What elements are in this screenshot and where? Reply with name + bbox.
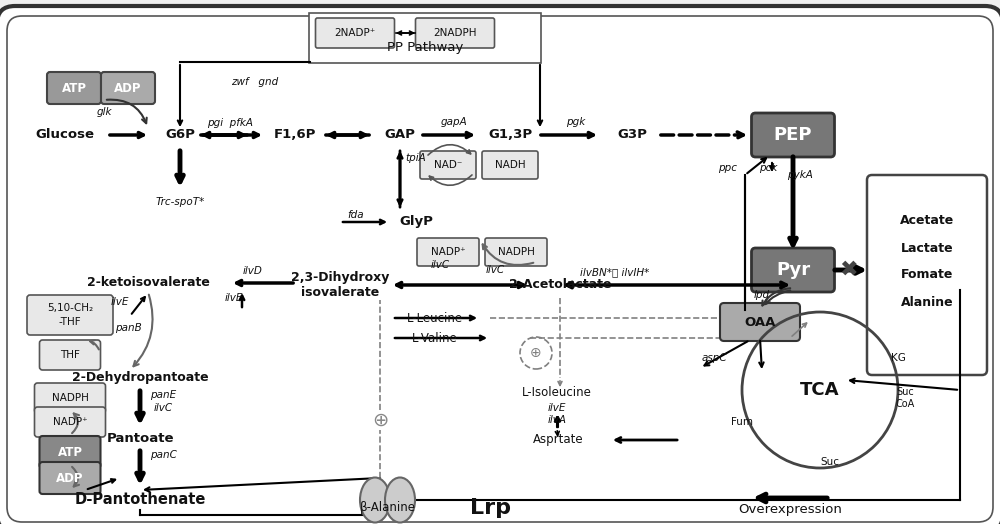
Text: D-Pantothenate: D-Pantothenate [74,493,206,508]
Text: pgi  pfkA: pgi pfkA [207,118,253,128]
FancyBboxPatch shape [482,151,538,179]
Text: Alanine: Alanine [901,296,953,309]
Ellipse shape [360,477,390,522]
Text: G6P: G6P [165,128,195,141]
Text: pgk: pgk [566,117,586,127]
Text: zwf   gnd: zwf gnd [231,77,279,87]
Text: NADP⁺: NADP⁺ [53,417,87,427]
Text: Lrp: Lrp [470,498,511,518]
Text: Lactate: Lactate [901,242,953,255]
FancyBboxPatch shape [309,13,541,63]
Text: pykA: pykA [787,170,813,180]
FancyBboxPatch shape [416,18,494,48]
FancyBboxPatch shape [752,248,834,292]
FancyBboxPatch shape [40,462,100,494]
Text: tpiA: tpiA [406,153,426,163]
FancyBboxPatch shape [40,340,100,370]
Text: THF: THF [60,350,80,360]
Text: G1,3P: G1,3P [488,128,532,141]
Text: ⊕: ⊕ [372,410,388,430]
Text: -THF: -THF [59,317,81,327]
Text: NADPH: NADPH [498,247,534,257]
Text: glk: glk [96,107,112,117]
Text: Glucose: Glucose [36,128,94,141]
Text: 2NADP⁺: 2NADP⁺ [334,28,376,38]
Text: KG: KG [891,353,905,363]
FancyBboxPatch shape [485,238,547,266]
Text: ✖: ✖ [839,260,857,280]
FancyBboxPatch shape [34,407,106,437]
Text: ilvD: ilvD [243,266,263,276]
Text: panC: panC [150,450,176,460]
FancyBboxPatch shape [417,238,479,266]
Text: 2-ketoisovalerate: 2-ketoisovalerate [87,277,209,289]
Text: ⊕: ⊕ [530,346,542,360]
Text: 2,3-Dihydroxy: 2,3-Dihydroxy [291,271,389,285]
Text: ilvE: ilvE [225,293,243,303]
Text: PP Pathway: PP Pathway [387,41,463,54]
Text: Asprtate: Asprtate [533,433,583,446]
Text: ATP: ATP [62,82,87,94]
Text: NADPH: NADPH [52,393,88,403]
Text: ATP: ATP [58,445,82,458]
Text: Pyr: Pyr [776,261,810,279]
Text: NADH: NADH [495,160,525,170]
Text: fda: fda [348,210,364,220]
FancyBboxPatch shape [101,72,155,104]
Text: F1,6P: F1,6P [274,128,316,141]
FancyBboxPatch shape [40,436,100,468]
Ellipse shape [385,477,415,522]
Text: ilvC: ilvC [485,265,505,275]
Text: G3P: G3P [617,128,647,141]
FancyBboxPatch shape [27,295,113,335]
Text: ilvE: ilvE [111,297,129,307]
Text: pck: pck [759,163,777,173]
Text: 5,10-CH₂: 5,10-CH₂ [47,303,93,313]
FancyBboxPatch shape [420,151,476,179]
Text: ADP: ADP [56,472,84,485]
Text: L-Leucine: L-Leucine [407,311,463,324]
Text: β-Alanine: β-Alanine [360,501,416,515]
Text: ilvA: ilvA [548,415,566,425]
Text: Suc: Suc [820,457,840,467]
Text: 2NADPH: 2NADPH [433,28,477,38]
Text: lpd: lpd [754,290,770,300]
Text: NAD⁻: NAD⁻ [434,160,462,170]
Text: gapA: gapA [441,117,467,127]
FancyBboxPatch shape [720,303,800,341]
Text: ppc: ppc [718,163,738,173]
FancyBboxPatch shape [316,18,394,48]
Text: L-Isoleucine: L-Isoleucine [522,386,592,398]
Text: Overexpression: Overexpression [738,504,842,517]
Text: TCA: TCA [800,381,840,399]
FancyBboxPatch shape [752,113,834,157]
FancyBboxPatch shape [0,6,1000,524]
Text: ilvC: ilvC [430,260,450,270]
Text: 2-Acetolactate: 2-Acetolactate [509,278,611,291]
Text: Fum: Fum [731,417,753,427]
Text: Acetate: Acetate [900,213,954,226]
Text: isovalerate: isovalerate [301,287,379,300]
Text: ilvE: ilvE [548,403,566,413]
Text: ilvBN*、 ilvIH*: ilvBN*、 ilvIH* [580,267,650,277]
Text: panB: panB [115,323,141,333]
Text: Suc
CoA: Suc CoA [895,387,915,409]
FancyBboxPatch shape [47,72,101,104]
Text: ADP: ADP [114,82,142,94]
Text: PEP: PEP [774,126,812,144]
FancyBboxPatch shape [867,175,987,375]
Text: aspC: aspC [701,353,727,363]
Text: Pantoate: Pantoate [106,431,174,444]
Text: panE: panE [150,390,176,400]
Text: NADP⁺: NADP⁺ [431,247,465,257]
FancyBboxPatch shape [34,383,106,413]
Text: GlyP: GlyP [399,215,433,228]
Text: 2-Dehydropantoate: 2-Dehydropantoate [72,372,208,385]
Text: Trc-spoT*: Trc-spoT* [155,197,205,207]
Text: L-Valine: L-Valine [412,332,458,344]
Text: ilvC: ilvC [153,403,173,413]
Text: GAP: GAP [385,128,415,141]
Text: OAA: OAA [744,315,776,329]
Text: Fomate: Fomate [901,268,953,281]
